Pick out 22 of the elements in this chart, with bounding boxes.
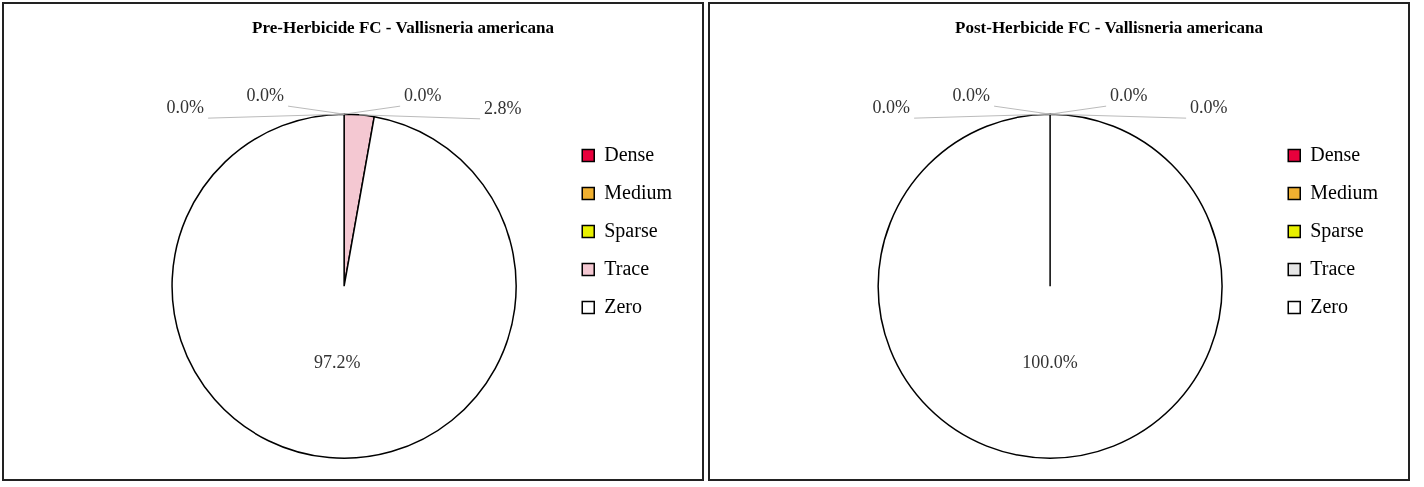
legend-label: Zero: [1310, 294, 1348, 317]
data-label: 97.2%: [314, 352, 361, 373]
text: 0.0%: [1190, 96, 1228, 117]
legend-label: Sparse: [1310, 218, 1364, 242]
data-label: 100.0%: [1022, 352, 1078, 373]
text: 0.0%: [952, 84, 991, 105]
text: 0.0%: [1110, 84, 1148, 105]
legend-label: Zero: [604, 294, 642, 317]
data-label: 2.8%: [484, 97, 522, 118]
legend-label: Trace: [1310, 256, 1356, 279]
text: 0.0%: [404, 84, 442, 105]
legend-label: Trace: [604, 256, 650, 279]
chart-title: Post-Herbicide FC - Vallisneria americana: [955, 17, 1264, 37]
text: 0.0%: [166, 96, 205, 117]
legend-label: Dense: [1310, 142, 1361, 165]
legend-label: Medium: [604, 180, 673, 203]
legend-label: Sparse: [604, 218, 658, 242]
text: 0.0%: [872, 96, 911, 117]
legend-label: Dense: [604, 142, 655, 165]
chart-title: Pre-Herbicide FC - Vallisneria americana: [252, 17, 555, 37]
legend-label: Medium: [1310, 180, 1379, 203]
text: 0.0%: [246, 84, 285, 105]
